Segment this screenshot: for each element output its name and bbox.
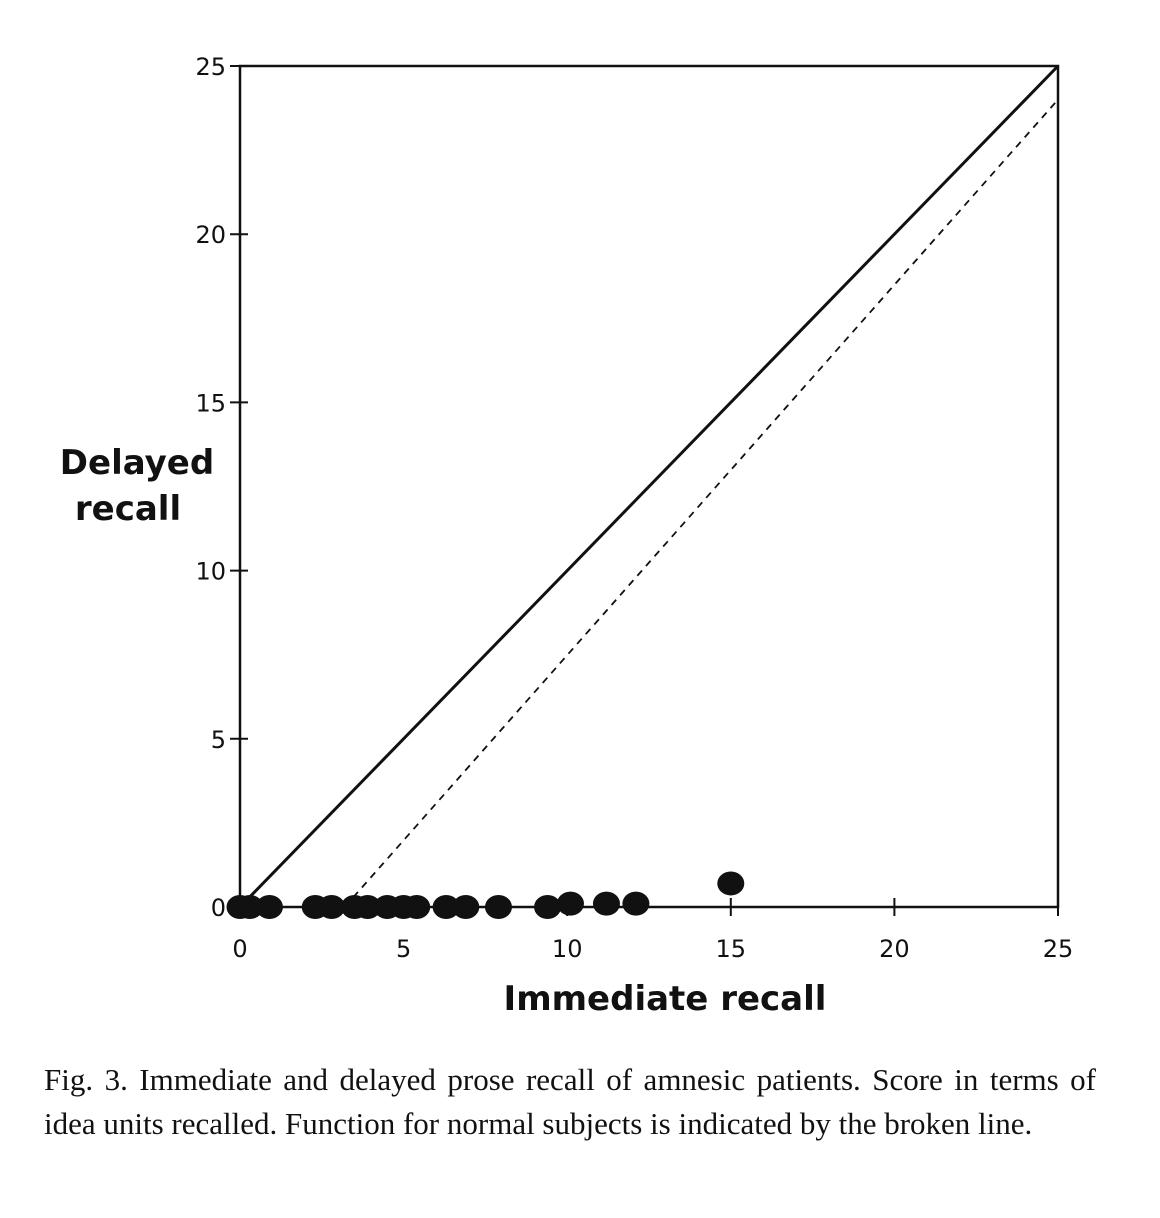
y-tick-label: 5	[211, 726, 226, 754]
plot-frame	[238, 64, 1060, 909]
data-point	[534, 895, 562, 919]
x-tick-label: 0	[232, 935, 247, 963]
data-point	[255, 895, 283, 919]
data-point	[452, 895, 480, 919]
x-tick-label: 5	[396, 935, 411, 963]
y-tick-label: 15	[195, 389, 226, 417]
data-point	[484, 895, 512, 919]
data-point	[592, 891, 620, 916]
data-points	[226, 871, 745, 919]
data-point	[318, 895, 346, 919]
x-tick-label: 10	[552, 935, 583, 963]
reference-lines	[238, 64, 1060, 909]
scatter-chart: 0 5 10 15 20 25 0 5 10 15 20 25 Immediate recall D…	[60, 53, 1073, 1019]
x-tick-label: 15	[716, 935, 747, 963]
y-tick-label: 10	[195, 558, 226, 586]
figure: 0 5 10 15 20 25 0 5 10 15 20 25 Immediate recall D…	[60, 53, 1073, 1019]
normal-subjects-line	[344, 99, 1059, 908]
identity-line	[238, 64, 1060, 909]
y-tick-label: 0	[211, 894, 226, 922]
x-axis-ticks: 0 5 10 15 20 25	[232, 898, 1073, 963]
data-point	[717, 871, 745, 896]
y-tick-label: 20	[195, 221, 226, 249]
data-point	[403, 895, 431, 919]
data-point	[432, 895, 460, 919]
y-axis-title-line-2: recall	[75, 489, 181, 529]
data-point	[556, 891, 584, 916]
data-point	[236, 895, 264, 919]
data-point	[622, 891, 650, 916]
x-axis-title: Immediate recall	[504, 979, 827, 1019]
y-axis-title-line-1: Delayed	[60, 443, 214, 483]
data-point	[354, 895, 382, 919]
x-tick-label: 25	[1043, 935, 1074, 963]
figure-caption: Fig. 3. Immediate and delayed prose reca…	[44, 1062, 1096, 1141]
y-tick-label: 25	[195, 53, 226, 81]
x-tick-label: 20	[879, 935, 910, 963]
